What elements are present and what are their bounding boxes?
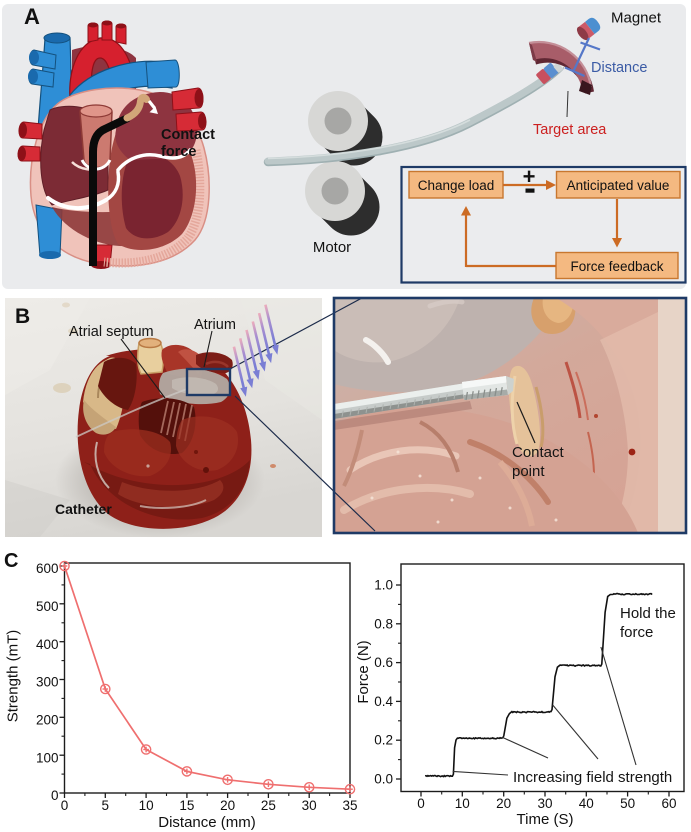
svg-text:0: 0 (61, 798, 69, 813)
svg-text:Change load: Change load (418, 178, 495, 193)
svg-text:+: + (523, 164, 536, 189)
svg-text:600: 600 (36, 561, 59, 576)
svg-text:20: 20 (220, 798, 235, 813)
svg-text:Force feedback: Force feedback (570, 259, 663, 274)
svg-text:Distance: Distance (591, 60, 647, 76)
svg-text:point: point (512, 463, 545, 480)
svg-text:300: 300 (36, 675, 59, 690)
svg-text:35: 35 (342, 798, 357, 813)
svg-text:A: A (24, 4, 40, 29)
svg-text:10: 10 (139, 798, 154, 813)
svg-text:Atrium: Atrium (194, 317, 236, 333)
svg-text:Increasing field strength: Increasing field strength (513, 769, 672, 786)
svg-text:Catheter: Catheter (55, 501, 112, 517)
svg-text:25: 25 (261, 798, 276, 813)
svg-text:500: 500 (36, 599, 59, 614)
svg-text:Magnet: Magnet (611, 10, 662, 27)
svg-text:0: 0 (51, 788, 59, 803)
svg-text:0.4: 0.4 (374, 694, 393, 709)
svg-text:Motor: Motor (313, 239, 351, 256)
svg-text:Hold the: Hold the (620, 605, 676, 622)
svg-text:400: 400 (36, 637, 59, 652)
svg-text:force: force (161, 144, 196, 160)
svg-text:30: 30 (537, 796, 552, 811)
svg-text:50: 50 (620, 796, 635, 811)
svg-text:100: 100 (36, 750, 59, 765)
svg-text:20: 20 (496, 796, 511, 811)
svg-text:0.8: 0.8 (374, 616, 393, 631)
svg-text:10: 10 (455, 796, 470, 811)
svg-text:Contact: Contact (161, 127, 215, 143)
svg-text:Target area: Target area (533, 122, 607, 138)
svg-text:1.0: 1.0 (374, 578, 393, 593)
svg-text:0: 0 (417, 796, 425, 811)
svg-text:Distance (mm): Distance (mm) (158, 814, 256, 831)
svg-text:Time (S): Time (S) (517, 811, 574, 828)
svg-text:0.2: 0.2 (374, 733, 393, 748)
svg-text:0.0: 0.0 (374, 772, 393, 787)
svg-text:60: 60 (661, 796, 676, 811)
svg-text:Strength (mT): Strength (mT) (5, 630, 22, 723)
svg-text:5: 5 (102, 798, 110, 813)
svg-text:Force (N): Force (N) (355, 640, 372, 703)
svg-text:200: 200 (36, 713, 59, 728)
svg-text:30: 30 (302, 798, 317, 813)
svg-text:Anticipated value: Anticipated value (567, 178, 670, 193)
svg-text:15: 15 (179, 798, 194, 813)
svg-text:B: B (15, 305, 30, 328)
svg-text:force: force (620, 624, 653, 641)
svg-text:Contact: Contact (512, 444, 565, 461)
svg-text:Atrial septum: Atrial septum (69, 324, 154, 340)
svg-text:0.6: 0.6 (374, 655, 393, 670)
svg-text:C: C (4, 550, 18, 572)
svg-text:40: 40 (579, 796, 594, 811)
